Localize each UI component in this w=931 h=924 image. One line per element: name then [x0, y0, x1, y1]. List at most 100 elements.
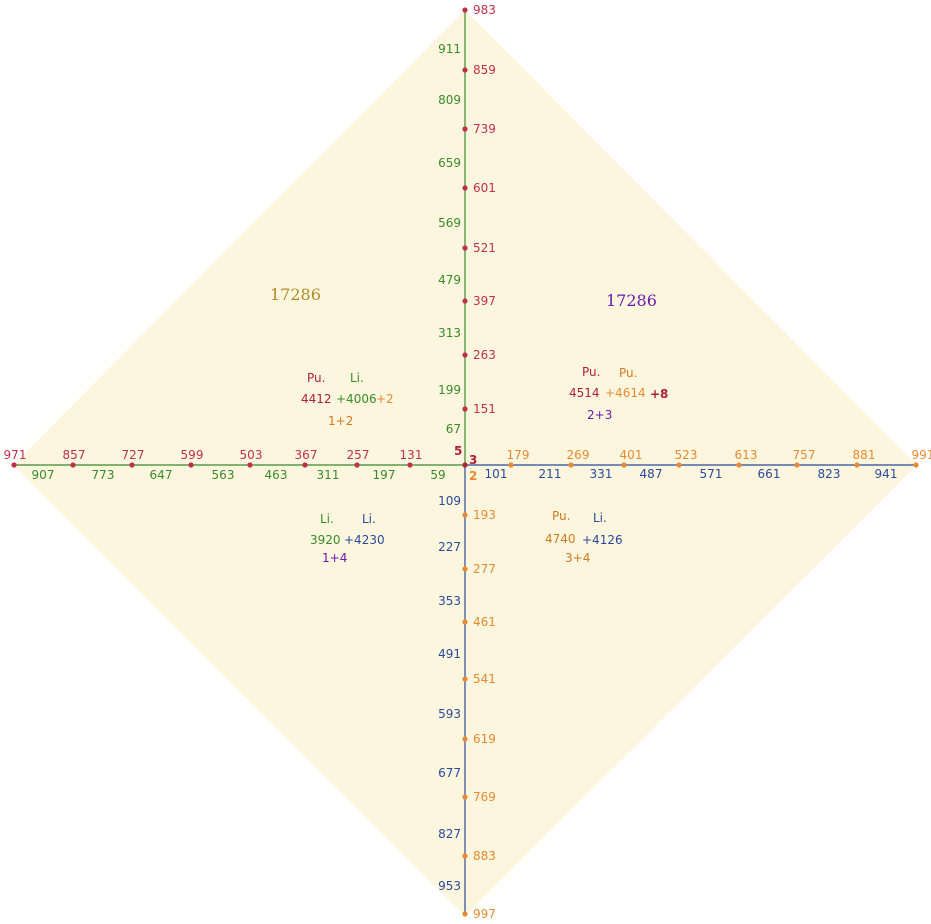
axis-right-orange-label: 991 — [912, 448, 931, 462]
axis-left-dot — [302, 462, 308, 468]
axis-right-dot — [508, 462, 514, 468]
center-number-bottom: 2 — [469, 469, 477, 483]
axis-up-green-label: 313 — [438, 326, 461, 340]
axis-left-dot — [247, 462, 253, 468]
axis-right-dot — [621, 462, 627, 468]
axis-up-green-label: 659 — [438, 156, 461, 170]
axis-left-green-label: 563 — [212, 468, 235, 482]
quadrant-bl-sum: 1+4 — [322, 551, 347, 565]
axis-up-green-label: 911 — [438, 42, 461, 56]
total-left-label: 17286 — [270, 285, 321, 304]
axis-up-dot — [462, 7, 468, 13]
quadrant-br-sum: 3+4 — [565, 551, 590, 565]
quadrant-bl-value-1: 3920 — [310, 533, 341, 547]
axis-up-red-label: 601 — [473, 181, 496, 195]
axis-left-dot — [354, 462, 360, 468]
quadrant-br-value-1: 4740 — [545, 532, 576, 546]
axis-right-blue-label: 101 — [485, 467, 508, 481]
axis-up-green-label: 199 — [438, 383, 461, 397]
quadrant-tr-value-2: +4614 — [605, 386, 646, 400]
axis-right-blue-label: 331 — [590, 467, 613, 481]
axis-right-dot — [676, 462, 682, 468]
axis-up-dot — [462, 352, 468, 358]
axis-left-dot — [407, 462, 413, 468]
axis-right-orange-label: 613 — [735, 448, 758, 462]
axis-down-dot — [462, 736, 468, 742]
quadrant-tr-sum: 2+3 — [587, 408, 612, 422]
axis-right-dot — [736, 462, 742, 468]
axis-left-green-label: 311 — [317, 468, 340, 482]
axis-down-dot — [462, 676, 468, 682]
quadrant-tr-value-3: +8 — [650, 387, 668, 401]
axis-right-dot — [854, 462, 860, 468]
axis-right-orange-label: 179 — [507, 448, 530, 462]
axis-left-red-label: 257 — [347, 448, 370, 462]
axis-down-orange-label: 541 — [473, 672, 496, 686]
axis-left-red-label: 727 — [122, 448, 145, 462]
axis-down-blue-label: 953 — [438, 879, 461, 893]
center-number-top: 5 — [454, 444, 462, 458]
axis-left-dot — [188, 462, 194, 468]
axis-right-orange-label: 757 — [793, 448, 816, 462]
axis-right-blue-label: 661 — [758, 467, 781, 481]
quadrant-bl-header-2: Li. — [362, 512, 376, 526]
axis-left-red-label: 503 — [240, 448, 263, 462]
axis-down-dot — [462, 566, 468, 572]
axis-up-red-label: 859 — [473, 63, 496, 77]
axis-down-orange-label: 883 — [473, 849, 496, 863]
quadrant-br-value-2: +4126 — [582, 533, 623, 547]
axis-up-dot — [462, 126, 468, 132]
axis-up-red-label: 263 — [473, 348, 496, 362]
center-dot — [462, 462, 468, 468]
axis-down-dot — [462, 911, 468, 917]
quadrant-tr-value-1: 4514 — [569, 386, 600, 400]
axis-up-dot — [462, 185, 468, 191]
axis-left-dot — [11, 462, 17, 468]
axis-up-dot — [462, 245, 468, 251]
axis-down-orange-label: 461 — [473, 615, 496, 629]
axis-up-red-label: 521 — [473, 241, 496, 255]
axis-down-blue-label: 593 — [438, 707, 461, 721]
axis-left-red-label: 131 — [400, 448, 423, 462]
axis-right-blue-label: 941 — [875, 467, 898, 481]
axis-left-dot — [129, 462, 135, 468]
quadrant-bl-header-1: Li. — [320, 512, 334, 526]
quadrant-tl-value-1: 4412 — [301, 392, 332, 406]
axis-left-red-label: 599 — [181, 448, 204, 462]
axis-down-orange-label: 997 — [473, 907, 496, 921]
axis-right-orange-label: 523 — [675, 448, 698, 462]
quadrant-tl-value-3: +2 — [376, 392, 394, 406]
axis-up-red-label: 983 — [473, 3, 496, 17]
axis-left-green-label: 463 — [265, 468, 288, 482]
quadrant-br-header-2: Li. — [593, 511, 607, 525]
axis-up-green-label: 479 — [438, 273, 461, 287]
axis-left-green-label: 197 — [373, 468, 396, 482]
axis-right-blue-label: 571 — [700, 467, 723, 481]
axis-down-dot — [462, 794, 468, 800]
axis-down-blue-label: 353 — [438, 594, 461, 608]
axis-right-orange-label: 881 — [853, 448, 876, 462]
axis-right-dot — [913, 462, 919, 468]
axis-left-green-label: 773 — [92, 468, 115, 482]
axis-right-blue-label: 487 — [640, 467, 663, 481]
axis-left-dot — [70, 462, 76, 468]
axis-up-dot — [462, 406, 468, 412]
axis-left-red-label: 367 — [295, 448, 318, 462]
axis-up-dot — [462, 298, 468, 304]
axis-right-orange-label: 269 — [567, 448, 590, 462]
axis-down-blue-label: 491 — [438, 647, 461, 661]
axis-down-orange-label: 193 — [473, 508, 496, 522]
axis-right-dot — [794, 462, 800, 468]
axis-up-green-label: 569 — [438, 216, 461, 230]
axis-up-green-label: 809 — [438, 93, 461, 107]
axis-down-blue-label: 827 — [438, 827, 461, 841]
axis-down-orange-label: 769 — [473, 790, 496, 804]
axis-right-blue-label: 211 — [539, 467, 562, 481]
axis-left-red-label: 857 — [63, 448, 86, 462]
axis-left-green-label: 907 — [32, 468, 55, 482]
axis-marks: 983 859 739 601 521 397 263 151 911 809 659 569 479 3… — [4, 3, 931, 921]
quadrant-tr-header-2: Pu. — [619, 366, 637, 380]
axis-down-blue-label: 677 — [438, 766, 461, 780]
total-right-label: 17286 — [606, 291, 657, 310]
